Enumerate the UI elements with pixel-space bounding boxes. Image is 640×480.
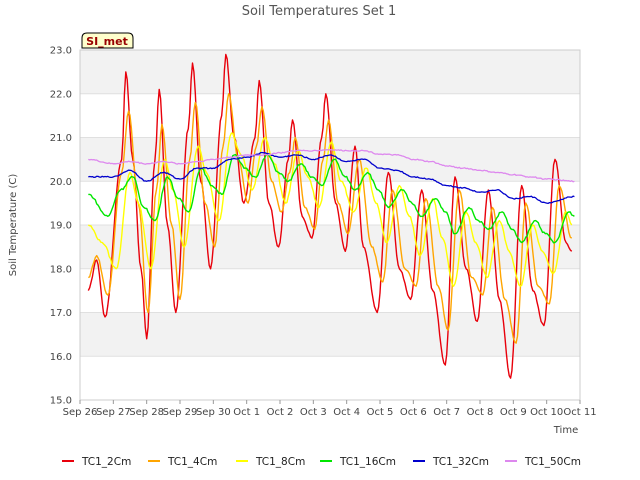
- legend-item-tc1-8cm: TC1_8Cm: [236, 456, 305, 468]
- x-tick-label: Sep 29: [163, 407, 198, 418]
- series-line-tc1-50cm: [88, 149, 575, 183]
- y-axis-ticks: 15.0 16.0 17.0 18.0 19.0 20.0 21.0 22.0 23.0: [50, 46, 72, 407]
- x-axis-label: Time: [553, 425, 578, 436]
- x-tick-label: Sep 30: [196, 407, 231, 418]
- y-tick-label: 19.0: [50, 221, 72, 232]
- legend-item-tc1-32cm: TC1_32Cm: [413, 456, 489, 468]
- x-tick-label: Oct 9: [500, 407, 527, 418]
- legend-item-tc1-2cm: TC1_2Cm: [62, 456, 131, 468]
- y-tick-label: 17.0: [50, 308, 72, 319]
- x-tick-label: Oct 3: [300, 407, 327, 418]
- x-tick-label: Sep 28: [129, 407, 164, 418]
- legend-label: TC1_50Cm: [524, 456, 581, 468]
- y-tick-label: 20.0: [50, 177, 72, 188]
- site-badge-box: [81, 32, 134, 49]
- plot-band: [80, 312, 580, 357]
- y-tick-label: 22.0: [50, 89, 72, 100]
- x-tick-label: Oct 10: [530, 407, 563, 418]
- legend-label: TC1_32Cm: [432, 456, 489, 468]
- y-axis-label: Soil Temperature (C): [8, 174, 19, 277]
- legend-label: TC1_4Cm: [167, 456, 217, 468]
- series-line-tc1-4cm: [88, 93, 573, 344]
- y-tick-label: 21.0: [50, 133, 72, 144]
- x-tick-label: Oct 11: [563, 407, 596, 418]
- site-badge-label: SI_met: [86, 35, 128, 48]
- x-tick-label: Oct 6: [400, 407, 427, 418]
- y-tick-label: 15.0: [50, 396, 72, 407]
- x-tick-label: Oct 7: [433, 407, 460, 418]
- y-tick-label: 16.0: [50, 352, 72, 363]
- chart-title: Soil Temperatures Set 1: [242, 4, 397, 19]
- legend-item-tc1-4cm: TC1_4Cm: [148, 456, 217, 468]
- series-line-tc1-2cm: [87, 53, 573, 379]
- legend-item-tc1-16cm: TC1_16Cm: [320, 456, 396, 468]
- x-tick-label: Oct 8: [467, 407, 494, 418]
- x-tick-label: Sep 27: [96, 407, 131, 418]
- legend: TC1_2Cm TC1_4Cm TC1_8Cm TC1_16Cm TC1_32Cm TC1…: [62, 456, 581, 468]
- legend-item-tc1-50cm: TC1_50Cm: [505, 456, 581, 468]
- y-tick-label: 23.0: [50, 46, 72, 57]
- x-tick-label: Sep 26: [63, 407, 98, 418]
- y-tick-label: 18.0: [50, 264, 72, 275]
- plot-band: [80, 50, 580, 94]
- x-tick-label: Oct 2: [267, 407, 294, 418]
- legend-label: TC1_8Cm: [255, 456, 305, 468]
- x-tick-label: Oct 4: [333, 407, 360, 418]
- series-line-tc1-32cm: [88, 151, 575, 205]
- legend-label: TC1_2Cm: [81, 456, 131, 468]
- series-line-tc1-16cm: [88, 153, 575, 244]
- x-tick-label: Oct 1: [233, 407, 260, 418]
- legend-label: TC1_16Cm: [339, 456, 396, 468]
- x-tick-label: Oct 5: [367, 407, 394, 418]
- axes: [79, 49, 581, 401]
- site-badge: SI_met: [81, 32, 134, 49]
- series-lines: [87, 53, 575, 379]
- plot-frame: [79, 49, 581, 401]
